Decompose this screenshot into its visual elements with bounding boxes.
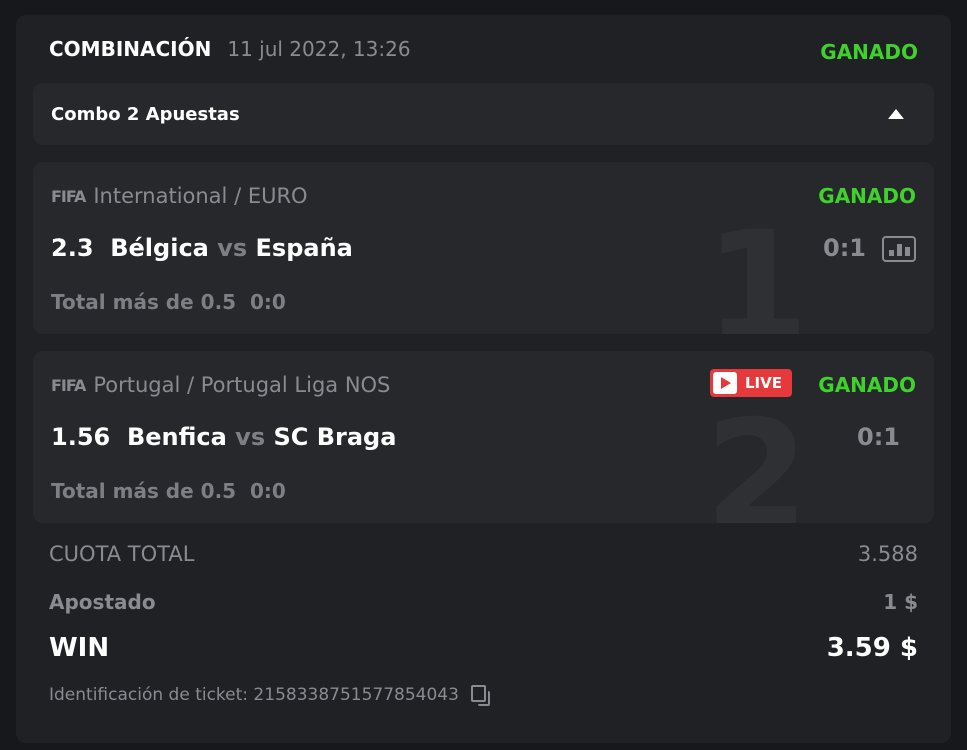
home-team: Benfica bbox=[126, 423, 227, 451]
bet-item: 1 FIFA International / EURO GANADO 2.3 Bé… bbox=[33, 162, 934, 334]
stats-icon[interactable] bbox=[882, 236, 916, 262]
vs: vs bbox=[235, 423, 266, 451]
away-team: España bbox=[255, 234, 353, 262]
odds: 2.3 bbox=[51, 234, 94, 262]
vs: vs bbox=[217, 234, 248, 262]
bet-type: COMBINACIÓN bbox=[49, 37, 212, 61]
total-odds-row: CUOTA TOTAL 3.588 bbox=[49, 542, 918, 566]
fifa-logo-icon: FIFA bbox=[51, 375, 86, 395]
bet-index: 2 bbox=[704, 389, 809, 523]
league: International / EURO bbox=[93, 184, 308, 208]
league: Portugal / Portugal Liga NOS bbox=[93, 373, 391, 397]
match: 2.3 Bélgica vs España bbox=[51, 234, 353, 262]
ticket-status: GANADO bbox=[820, 40, 918, 64]
score: 0:1 bbox=[857, 423, 900, 451]
bet-index: 1 bbox=[704, 200, 809, 334]
stake-row: Apostado 1 $ bbox=[49, 590, 918, 614]
bet-date: 11 jul 2022, 13:26 bbox=[227, 37, 411, 61]
live-badge: LIVE bbox=[710, 369, 792, 397]
copy-icon[interactable] bbox=[470, 685, 490, 706]
odds: 1.56 bbox=[51, 423, 111, 451]
bet-status: GANADO bbox=[818, 184, 916, 208]
bet-item: 2 FIFA Portugal / Portugal Liga NOS LIVE … bbox=[33, 351, 934, 523]
play-icon bbox=[713, 372, 737, 394]
ticket-header: COMBINACIÓN 11 jul 2022, 13:26 bbox=[49, 37, 411, 61]
bet-ticket-card: COMBINACIÓN 11 jul 2022, 13:26 GANADO Co… bbox=[16, 15, 951, 743]
home-team: Bélgica bbox=[110, 234, 209, 262]
combo-label: Combo 2 Apuestas bbox=[51, 104, 240, 125]
caret-up-icon[interactable] bbox=[888, 109, 904, 119]
win-row: WIN 3.59 $ bbox=[49, 633, 918, 663]
fifa-logo-icon: FIFA bbox=[51, 186, 86, 206]
bet-status: GANADO bbox=[818, 373, 916, 397]
market: Total más de 0.5 0:0 bbox=[51, 479, 286, 503]
combo-toggle[interactable]: Combo 2 Apuestas bbox=[33, 83, 934, 145]
match: 1.56 Benfica vs SC Braga bbox=[51, 423, 396, 451]
market: Total más de 0.5 0:0 bbox=[51, 290, 286, 314]
score: 0:1 bbox=[823, 234, 866, 262]
ticket-id: Identificación de ticket: 21583387515778… bbox=[49, 685, 490, 706]
away-team: SC Braga bbox=[273, 423, 397, 451]
